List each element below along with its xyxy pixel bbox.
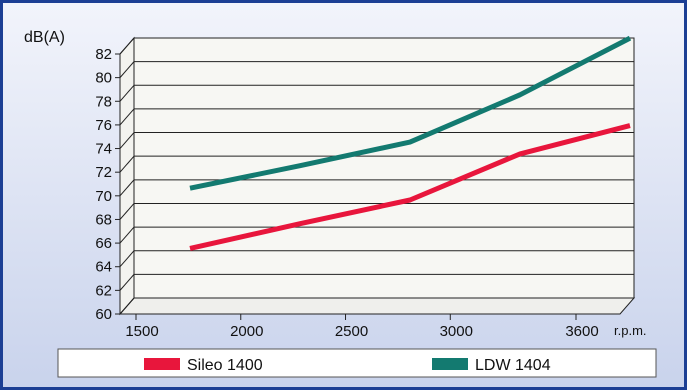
legend: Sileo 1400 LDW 1404 xyxy=(57,348,657,378)
axes xyxy=(115,53,620,320)
y-tick-label-72: 72 xyxy=(95,164,112,181)
legend-label-sileo-1400: Sileo 1400 xyxy=(187,357,263,374)
legend-swatch-ldw-1404 xyxy=(432,358,468,370)
grid-depth-line-78 xyxy=(119,84,135,102)
x-tick-label-2000: 2000 xyxy=(230,323,263,340)
legend-box xyxy=(57,348,657,378)
y-tick-label-66: 66 xyxy=(95,235,112,252)
y-tick-label-74: 74 xyxy=(95,141,112,158)
y-tick-label-76: 76 xyxy=(95,117,112,134)
grid-lines xyxy=(119,37,634,315)
y-tick-label-70: 70 xyxy=(95,188,112,205)
grid-depth-line-80 xyxy=(119,61,135,78)
grid-depth-line-76 xyxy=(119,108,135,126)
x-tick-label-3000: 3000 xyxy=(440,323,473,340)
grid-depth-line-68 xyxy=(119,203,135,220)
floor xyxy=(118,297,636,315)
x-tick-label-2500: 2500 xyxy=(335,323,368,340)
grid-depth-line-70 xyxy=(119,179,135,197)
left-wall xyxy=(119,36,135,316)
y-tick-label-68: 68 xyxy=(95,211,112,228)
x-tick-label-3600: 3600 xyxy=(565,323,598,340)
y-tick-label-62: 62 xyxy=(95,282,112,299)
y-tick-label-80: 80 xyxy=(95,70,112,87)
tick-labels: 60 62 64 66 68 70 72 74 76 78 80 82 1500 2000 2500 3000… xyxy=(95,46,598,340)
legend-label-ldw-1404: LDW 1404 xyxy=(475,357,551,374)
y-tick-label-60: 60 xyxy=(95,306,112,323)
grid-depth-line-82 xyxy=(119,37,135,55)
x-axis-unit: r.p.m. xyxy=(614,323,647,338)
grid-depth-line-60 xyxy=(119,297,135,315)
legend-swatch-sileo-1400 xyxy=(144,358,180,370)
y-tick-label-78: 78 xyxy=(95,93,112,110)
y-axis-unit: dB(A) xyxy=(24,29,65,46)
grid-depth-line-66 xyxy=(119,226,135,244)
y-tick-label-64: 64 xyxy=(95,259,112,276)
grid-depth-line-74 xyxy=(119,132,135,149)
series-lines xyxy=(189,35,632,251)
grid-depth-line-62 xyxy=(119,274,135,291)
x-tick-label-1500: 1500 xyxy=(125,323,158,340)
y-tick-label-82: 82 xyxy=(95,46,112,63)
series-line-ldw-1404 xyxy=(189,35,632,191)
grid-depth-line-64 xyxy=(119,250,135,268)
series-line-sileo-1400 xyxy=(189,123,631,251)
plot-area xyxy=(118,36,636,316)
grid-depth-line-72 xyxy=(119,155,135,173)
